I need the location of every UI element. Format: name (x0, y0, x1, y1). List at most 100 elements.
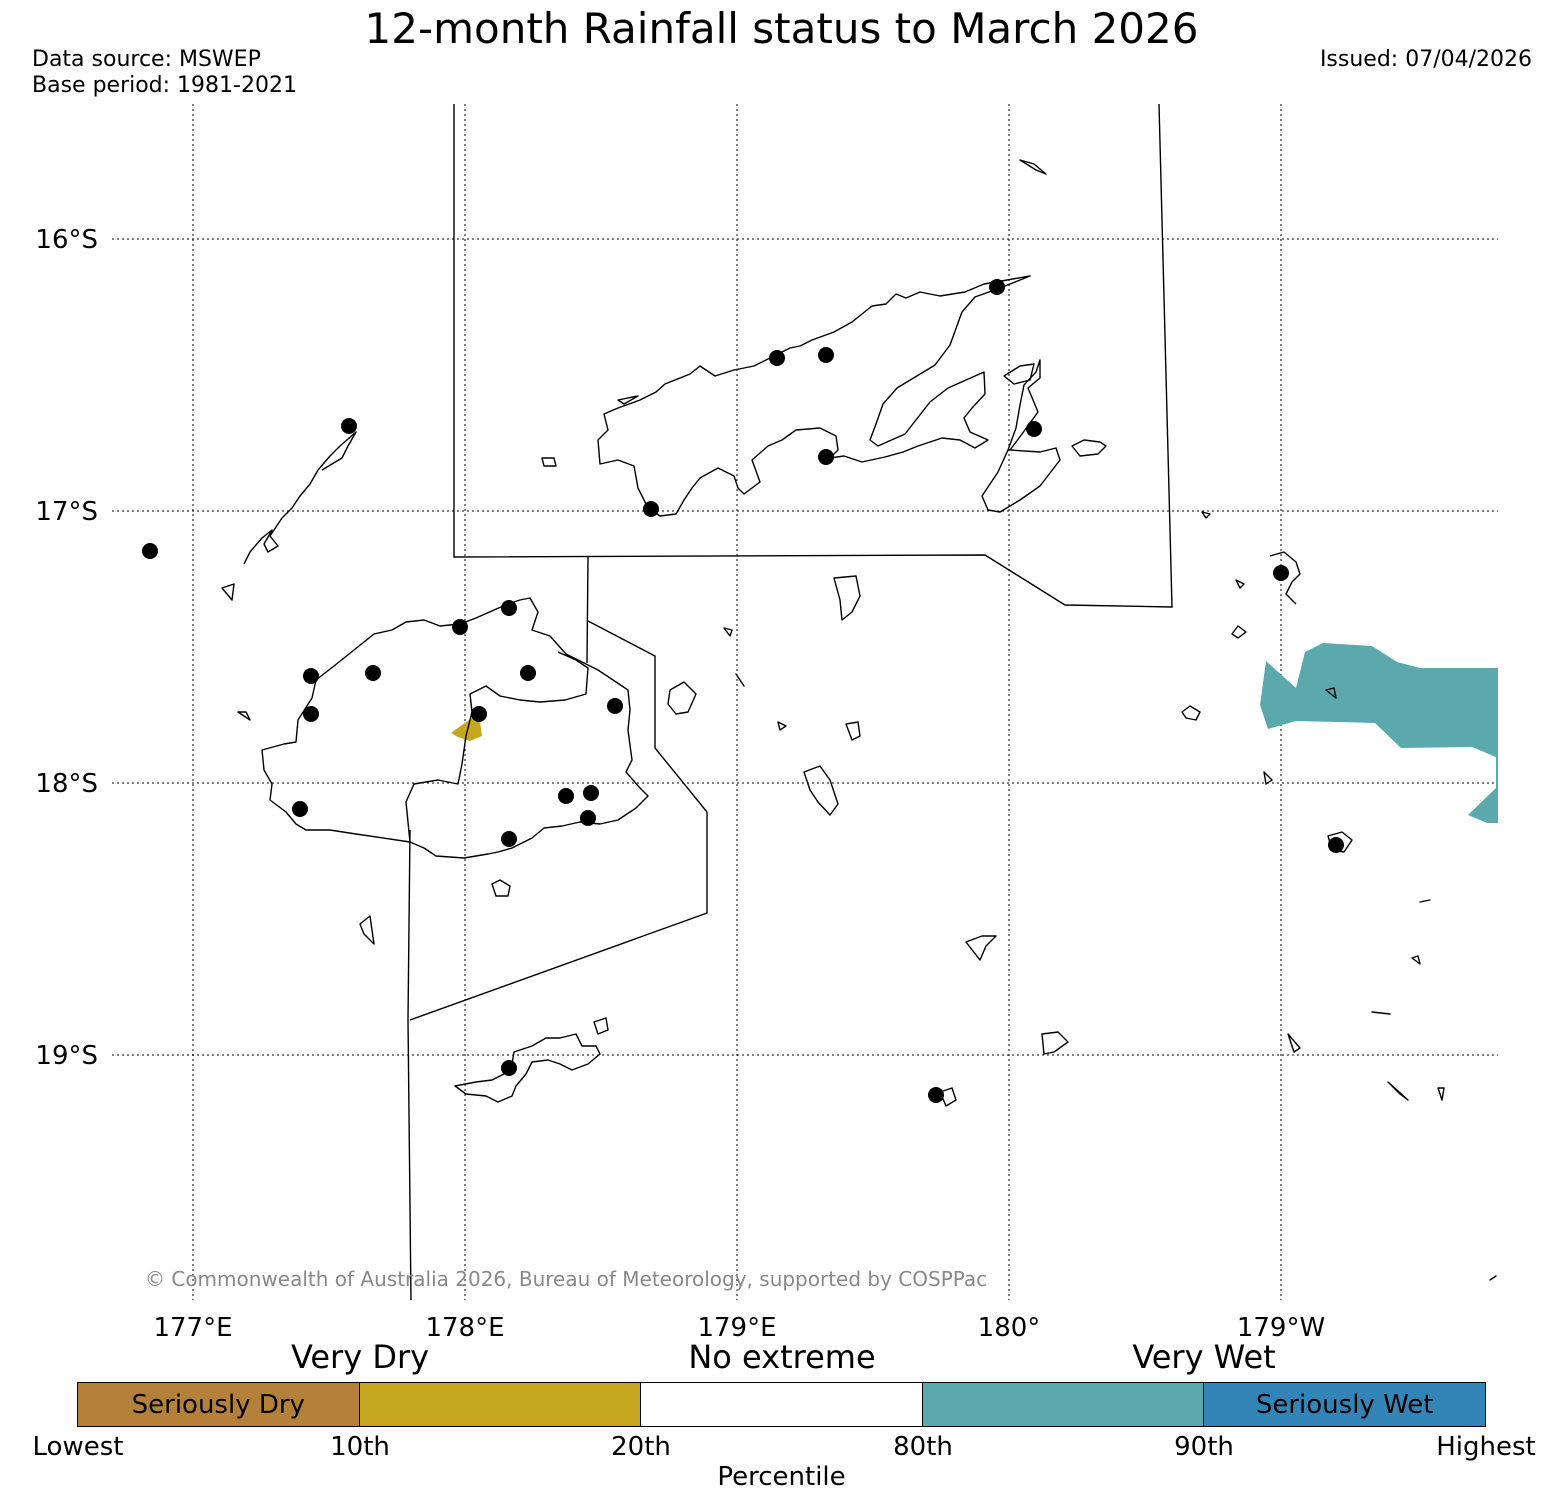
data-source: Data source: MSWEP (32, 47, 261, 72)
legend-tick-80th: 80th (893, 1432, 953, 1462)
station-marker (1273, 565, 1289, 581)
station-marker (142, 543, 158, 559)
yasawa-islands (243, 431, 357, 565)
legend-heading-very-dry: Very Dry (290, 1338, 430, 1376)
islet-e (1263, 771, 1273, 785)
islet-i (1411, 955, 1421, 965)
division-boundaries (407, 103, 1173, 1301)
lon-label-179e: 179°E (697, 1313, 776, 1340)
islet-f (1287, 1033, 1301, 1053)
cikobia-island (1019, 159, 1047, 175)
kioa-rabi-islets (1071, 439, 1107, 457)
legend-segment-very-wet (922, 1383, 1205, 1426)
islet-h (1325, 687, 1337, 699)
islet-l (723, 627, 733, 637)
legend-segment-seriously-wet: Seriously Wet (1204, 1383, 1485, 1426)
islet-c (1201, 511, 1211, 519)
legend-tick-10th: 10th (330, 1432, 390, 1462)
latitude-labels: 16°S 17°S 18°S 19°S (35, 225, 98, 1071)
legend-heading-very-wet: Very Wet (1132, 1338, 1276, 1376)
very-wet-area (1260, 643, 1498, 823)
station-marker (580, 810, 596, 826)
station-marker (292, 801, 308, 817)
station-marker (471, 706, 487, 722)
islet-p (1371, 1011, 1391, 1015)
lat-label-16s: 16°S (35, 225, 98, 255)
lon-label-180: 180° (978, 1313, 1041, 1340)
station-marker (769, 350, 785, 366)
mamanuca-islet-1 (221, 583, 235, 601)
islet-m (735, 673, 745, 687)
legend-tick-lowest: Lowest (32, 1432, 124, 1462)
station-marker (501, 831, 517, 847)
viti-levu-west-ridge (405, 651, 589, 843)
islet-o (1437, 1087, 1445, 1101)
kadavu-coast (454, 1033, 601, 1103)
copyright-notice: © Commonwealth of Australia 2026, Bureau… (145, 1267, 988, 1291)
lon-label-179w: 179°W (1237, 1313, 1325, 1340)
nairai-islet (845, 721, 861, 741)
taveuni-coast (981, 359, 1061, 513)
legend-tick-20th: 20th (611, 1432, 671, 1462)
base-period: Base period: 1981-2021 (32, 73, 297, 98)
ovalau-island (833, 575, 861, 621)
map-title: 12-month Rainfall status to March 2026 (364, 4, 1199, 53)
station-marker (341, 418, 357, 434)
qelelevu-islets (1003, 363, 1035, 385)
lau-islet-1 (1181, 705, 1201, 721)
very-dry-area (451, 718, 482, 741)
station-marker (501, 1060, 517, 1076)
western-central-boundary (586, 556, 589, 664)
station-marker (818, 449, 834, 465)
station-marker (818, 347, 834, 363)
legend-heading-no-extreme: No extreme (688, 1338, 876, 1376)
legend-tick-highest: Highest (1436, 1432, 1536, 1462)
lon-label-177e: 177°E (153, 1313, 232, 1340)
lat-label-18s: 18°S (35, 769, 98, 799)
station-marker (452, 619, 468, 635)
islet-b (617, 395, 639, 405)
northern-division-boundary (453, 103, 1173, 608)
station-marker (643, 501, 659, 517)
issued-date: Issued: 07/04/2026 (1319, 47, 1532, 72)
lat-label-19s: 19°S (35, 1041, 98, 1071)
station-marker (365, 665, 381, 681)
rain-gauge-stations (142, 279, 1344, 1103)
legend-axis-title: Percentile (717, 1462, 846, 1492)
station-marker (1328, 837, 1344, 853)
vanua-levu-coast (597, 275, 1031, 517)
rainfall-map: 16°S 17°S 18°S 19°S 177°E 178°E 179°E 18… (35, 103, 1498, 1340)
islet-d (1235, 579, 1245, 589)
legend-colorbar: Seriously Dry Seriously Wet (77, 1382, 1486, 1427)
station-marker (303, 706, 319, 722)
station-marker (303, 668, 319, 684)
western-division-boundary (407, 829, 412, 1301)
gau-island (803, 765, 839, 816)
station-marker (520, 665, 536, 681)
islet-j (593, 1017, 609, 1035)
legend-segment-very-dry (359, 1383, 642, 1426)
koro-island (667, 681, 697, 715)
beqa-island (491, 879, 511, 897)
legend-segment-seriously-dry: Seriously Dry (78, 1383, 360, 1426)
vatulele-island (359, 915, 375, 945)
station-marker (1026, 421, 1042, 437)
central-eastern-boundary (409, 620, 708, 1021)
mamanuca-islet-2 (237, 711, 251, 721)
lat-label-17s: 17°S (35, 497, 98, 527)
station-marker (607, 698, 623, 714)
station-marker (928, 1087, 944, 1103)
station-marker (989, 279, 1005, 295)
vanua-balavu-island (1269, 551, 1301, 605)
lau-islet-3 (939, 1087, 957, 1107)
longitude-labels: 177°E 178°E 179°E 180° 179°W (153, 1313, 1325, 1340)
islet-k (777, 721, 787, 731)
station-marker (501, 600, 517, 616)
lon-label-178e: 178°E (425, 1313, 504, 1340)
totoya-island (965, 935, 997, 961)
islet-n (1419, 899, 1431, 903)
station-marker (583, 785, 599, 801)
islet-q (1489, 1275, 1497, 1281)
islet-g (1387, 1081, 1409, 1101)
lau-islet-4 (1041, 1031, 1069, 1055)
